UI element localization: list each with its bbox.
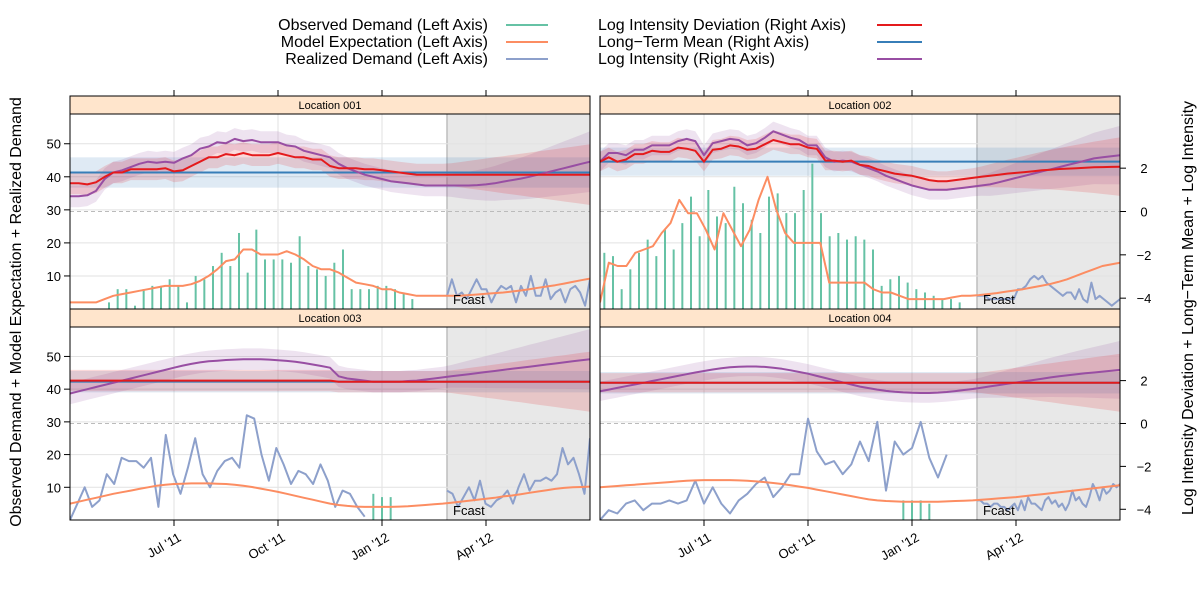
legend-label-intensity: Log Intensity (Right Axis): [598, 51, 775, 68]
x-tick-label: Oct '11: [776, 530, 818, 563]
panel-title: Location 003: [299, 313, 362, 325]
x-tick-label: Apr '12: [453, 530, 496, 563]
y-left-tick-label: 20: [47, 236, 61, 251]
log-intensity-deviation-band: [600, 130, 1120, 196]
x-tick-label: Apr '12: [983, 530, 1026, 563]
y-right-tick-label: −2: [1137, 248, 1152, 263]
panel-plot-area: [600, 114, 1120, 309]
y-left-tick-label: 10: [47, 480, 61, 495]
y-right-tick-label: −4: [1137, 291, 1152, 306]
legend-label-deviation: Log Intensity Deviation (Right Axis): [598, 17, 846, 34]
y-right-tick-label: 0: [1140, 417, 1147, 432]
log-intensity-line: [70, 137, 590, 198]
log-intensity-band: [600, 121, 1120, 200]
y-right-tick-label: −2: [1137, 459, 1152, 474]
realized-demand-line: [70, 414, 366, 520]
y-axis-left-label: Observed Demand + Model Expectation + Re…: [8, 97, 25, 527]
panel-plot-area: [70, 114, 590, 309]
model-expectation-line: [600, 479, 1120, 503]
y-left-tick-label: 50: [47, 137, 61, 152]
panel-location-2: Fcast Location 002: [599, 95, 1121, 310]
model-expectation-line: [70, 248, 590, 304]
y-right-tick-label: 2: [1140, 374, 1147, 389]
y-left-tick-label: 50: [47, 349, 61, 364]
log-intensity-deviation-line: [600, 139, 1120, 183]
x-tick-label: Jan '12: [348, 530, 391, 564]
y-left-tick-label: 40: [47, 170, 61, 185]
panel-title: Location 004: [829, 313, 892, 325]
log-intensity-line: [600, 365, 1120, 394]
realized-demand-line: [446, 274, 590, 307]
legend-label-expectation: Model Expectation (Left Axis): [281, 34, 488, 51]
panel-location-3: Fcast Location 003: [69, 308, 591, 521]
legend: Observed Demand (Left Axis) Model Expect…: [278, 17, 922, 68]
panel-location-4: Fcast Location 004: [599, 308, 1121, 521]
y-axis-right-label: Log Intensity Deviation + Long−Term Mean…: [1180, 101, 1197, 515]
panel-plot-area: [70, 327, 590, 520]
legend-label-realized: Realized Demand (Left Axis): [285, 51, 488, 68]
log-intensity-line: [70, 358, 590, 395]
panels: Fcast Location 001 Fcast Location 002 Fcast L…: [69, 95, 1121, 521]
log-intensity-band: [70, 329, 590, 405]
log-intensity-deviation-line: [70, 152, 590, 186]
model-expectation-line: [70, 482, 590, 508]
log-intensity-deviation-line: [70, 379, 590, 383]
panel-title: Location 002: [829, 100, 892, 112]
realized-demand-forecast-line: [977, 483, 1120, 512]
panel-plot-area: [600, 327, 1120, 520]
x-tick-label: Jul '11: [675, 530, 714, 561]
y-right-tick-label: −4: [1137, 502, 1152, 517]
forecast-label: Fcast: [453, 292, 485, 307]
forecast-label: Fcast: [453, 503, 485, 518]
forecast-label: Fcast: [983, 292, 1015, 307]
realized-demand-line: [600, 417, 948, 520]
legend-label-observed: Observed Demand (Left Axis): [278, 17, 488, 34]
y-right-tick-label: 2: [1140, 161, 1147, 176]
x-tick-label: Oct '11: [246, 530, 288, 563]
y-right-tick-label: 0: [1140, 205, 1147, 220]
model-expectation-line: [600, 175, 1120, 303]
y-left-tick-label: 30: [47, 203, 61, 218]
y-left-tick-label: 40: [47, 382, 61, 397]
x-tick-label: Jan '12: [878, 530, 921, 564]
log-intensity-deviation-band: [70, 142, 590, 205]
y-left-tick-label: 30: [47, 415, 61, 430]
realized-demand-forecast-line: [446, 438, 590, 508]
y-left-tick-label: 20: [47, 448, 61, 463]
forecast-label: Fcast: [983, 503, 1015, 518]
x-tick-label: Jul '11: [145, 530, 184, 561]
panel-location-1: Fcast Location 001: [69, 95, 591, 310]
panel-frame: [69, 326, 591, 521]
legend-label-mean: Long−Term Mean (Right Axis): [598, 34, 809, 51]
panel-title: Location 001: [299, 100, 362, 112]
y-left-tick-label: 10: [47, 269, 61, 284]
